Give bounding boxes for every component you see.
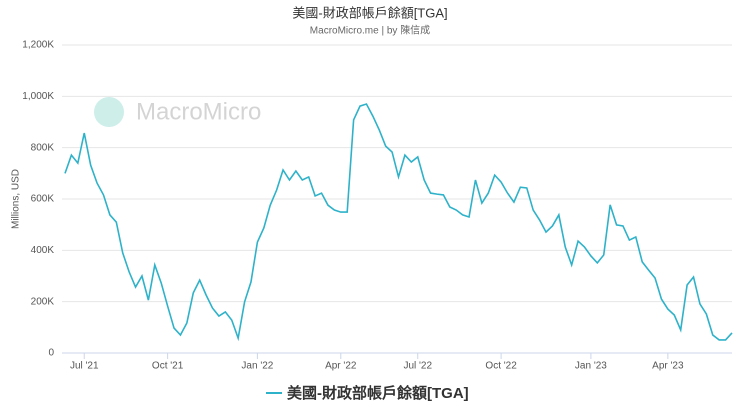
chart-title: 美國-財政部帳戶餘額[TGA] [292,5,447,20]
x-tick-label: Jan '23 [575,361,607,372]
x-tick-label: Jan '22 [241,361,273,372]
x-tick-label: Oct '21 [152,361,184,372]
watermark-logo [94,97,124,127]
legend-label: 美國-財政部帳戶餘額[TGA] [287,384,469,402]
x-tick-label: Apr '23 [652,361,684,372]
y-tick-label: 1,000K [22,91,54,102]
x-tick-label: Apr '22 [325,361,357,372]
y-axis-label: Millions, USD [11,169,22,229]
watermark: MacroMicro [136,98,261,125]
x-tick-label: Jul '22 [403,361,432,372]
y-tick-label: 800K [31,142,55,153]
chart-subtitle: MacroMicro.me | by 陳信成 [310,25,430,37]
y-tick-label: 400K [31,245,55,256]
y-tick-label: 1,200K [22,40,54,51]
x-tick-label: Jul '21 [70,361,99,372]
y-tick-label: 600K [31,194,55,205]
y-tick-label: 200K [31,296,55,307]
x-tick-label: Oct '22 [485,361,517,372]
y-tick-label: 0 [48,348,54,359]
line [64,103,733,342]
